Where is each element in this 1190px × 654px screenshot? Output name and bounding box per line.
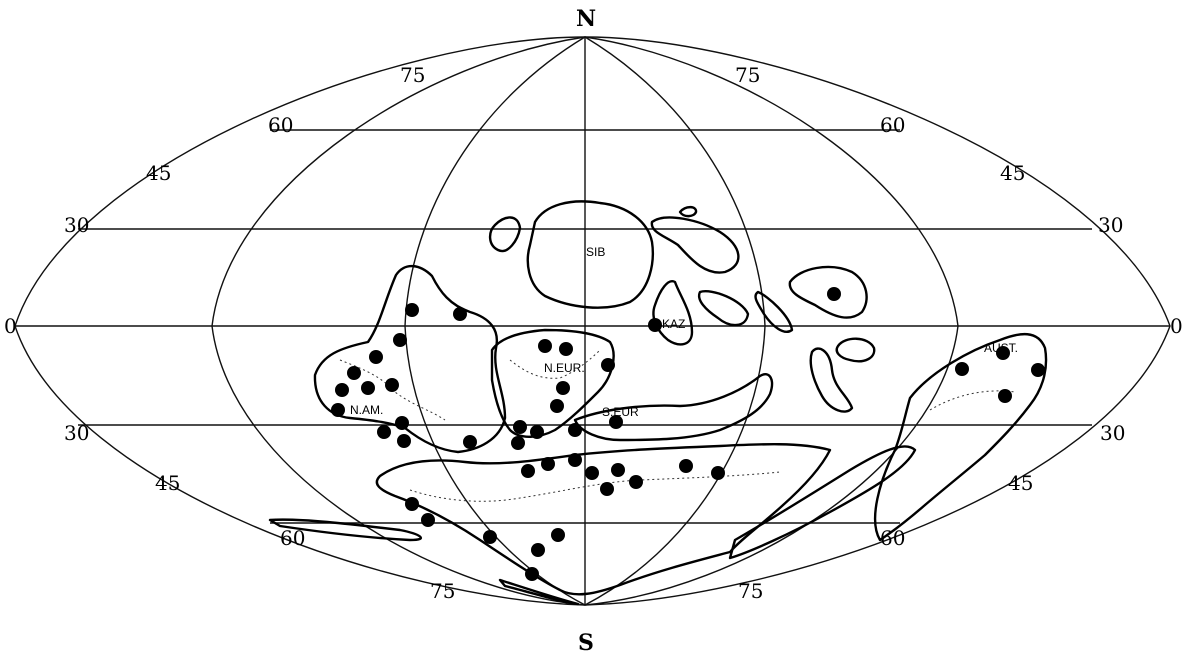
- site-marker: [711, 466, 725, 480]
- site-marker: [600, 482, 614, 496]
- lat-label-left-75n: 75: [400, 63, 425, 87]
- site-marker: [463, 435, 477, 449]
- site-marker: [377, 425, 391, 439]
- site-marker: [568, 453, 582, 467]
- region-label-kazakhstan: KAZ: [662, 317, 685, 331]
- landmasses: [268, 200, 1048, 606]
- lat-label-right-75n: 75: [735, 63, 760, 87]
- site-marker: [629, 475, 643, 489]
- site-marker: [331, 403, 345, 417]
- australia-outline: [873, 333, 1048, 542]
- gondwana-outline: [375, 443, 832, 596]
- kazakhstan-outline: [652, 280, 694, 346]
- site-marker: [1031, 363, 1045, 377]
- lat-label-left-75s: 75: [430, 579, 455, 603]
- lat-label-right-30n: 30: [1098, 213, 1123, 237]
- site-marker: [385, 378, 399, 392]
- site-marker: [421, 513, 435, 527]
- inner-boundary-gondwana: [409, 471, 781, 502]
- inner-boundary-eur: [509, 349, 601, 379]
- lat-label-right-60n: 60: [880, 113, 905, 137]
- site-marker: [361, 381, 375, 395]
- region-label-north-america: N.AM.: [350, 403, 383, 417]
- lat-label-left-45s: 45: [155, 471, 180, 495]
- site-marker: [827, 287, 841, 301]
- site-marker: [559, 342, 573, 356]
- lat-label-left-30n: 30: [64, 213, 89, 237]
- east-landmass-2: [754, 290, 794, 333]
- site-marker: [521, 464, 535, 478]
- site-marker: [369, 350, 383, 364]
- southern-spit-right: [728, 445, 917, 560]
- southern-spit-left: [268, 518, 423, 542]
- site-marker: [335, 383, 349, 397]
- site-marker: [538, 339, 552, 353]
- lat-label-left-60s: 60: [280, 526, 305, 550]
- region-label-north-europe: N.EUR.: [544, 361, 585, 375]
- site-marker: [395, 416, 409, 430]
- site-marker: [609, 415, 623, 429]
- small-north-island: [678, 205, 698, 218]
- far-east-block: [788, 265, 868, 319]
- site-marker: [955, 362, 969, 376]
- site-markers: [331, 287, 1045, 581]
- site-marker: [568, 423, 582, 437]
- site-marker: [648, 318, 662, 332]
- site-marker: [541, 457, 555, 471]
- lat-label-right-30s: 30: [1100, 421, 1125, 445]
- north-europe-outline: [490, 328, 615, 438]
- lat-label-left-45n: 45: [146, 161, 171, 185]
- site-marker: [397, 434, 411, 448]
- northeast-landmass: [650, 216, 740, 274]
- site-marker: [996, 346, 1010, 360]
- lat-label-left-30s: 30: [64, 421, 89, 445]
- site-marker: [601, 358, 615, 372]
- projection-outline: [14, 36, 1171, 606]
- southern-sliver: [498, 578, 580, 606]
- site-marker: [393, 333, 407, 347]
- lat-label-right-45s: 45: [1008, 471, 1033, 495]
- lat-label-right-75s: 75: [738, 579, 763, 603]
- site-marker: [513, 420, 527, 434]
- site-marker: [556, 381, 570, 395]
- south-pole-label: S: [578, 630, 594, 654]
- site-marker: [525, 567, 539, 581]
- region-labels: SIB KAZ N.EUR. S.EUR N.AM. AUST.: [350, 245, 1018, 419]
- south-europe-outline: [573, 373, 774, 442]
- north-america-outline: [313, 264, 507, 454]
- site-marker: [550, 399, 564, 413]
- site-marker: [998, 389, 1012, 403]
- east-landmass-1: [697, 290, 750, 327]
- site-marker: [483, 530, 497, 544]
- site-marker: [405, 303, 419, 317]
- east-island-b: [809, 347, 854, 413]
- site-marker: [531, 543, 545, 557]
- site-marker: [511, 436, 525, 450]
- region-label-siberia: SIB: [586, 245, 605, 259]
- site-marker: [585, 466, 599, 480]
- east-island-a: [835, 337, 876, 363]
- site-marker: [453, 307, 467, 321]
- north-pole-label: N: [576, 6, 596, 32]
- site-marker: [679, 459, 693, 473]
- lat-label-left-0: 0: [4, 314, 17, 338]
- lat-label-right-45n: 45: [1000, 161, 1025, 185]
- north-siberia-island: [488, 216, 522, 253]
- lat-label-left-60n: 60: [268, 113, 293, 137]
- lat-label-right-60s: 60: [880, 526, 905, 550]
- site-marker: [611, 463, 625, 477]
- region-label-south-europe: S.EUR: [602, 405, 639, 419]
- site-marker: [347, 366, 361, 380]
- siberia-outline: [526, 200, 654, 309]
- lat-label-right-0: 0: [1170, 314, 1183, 338]
- site-marker: [405, 497, 419, 511]
- site-marker: [530, 425, 544, 439]
- site-marker: [551, 528, 565, 542]
- latitude-labels: 75 60 45 30 0 30 45 60 75 75 60 45 30 0 …: [4, 63, 1183, 603]
